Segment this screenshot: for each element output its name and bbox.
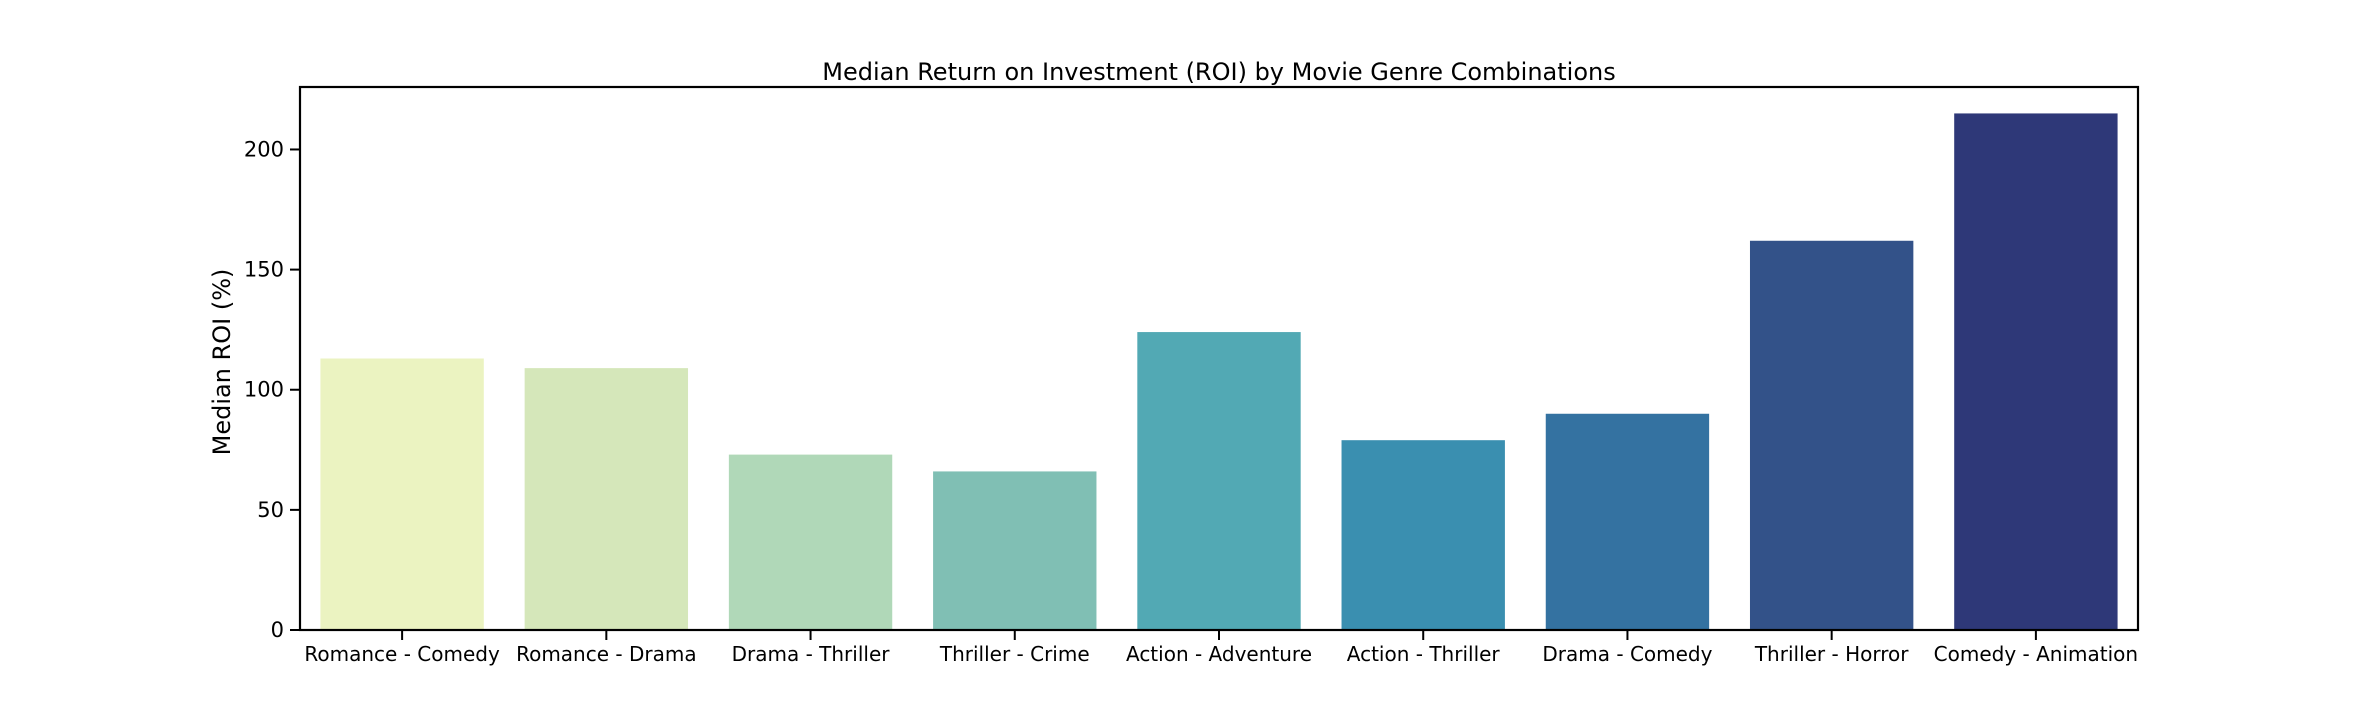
x-tick-label: Thriller - Horror <box>1754 642 1909 666</box>
x-tick-label: Action - Adventure <box>1126 642 1312 666</box>
y-tick-label: 200 <box>244 137 284 161</box>
x-tick-label: Drama - Comedy <box>1542 642 1712 666</box>
y-axis: 0 50 100 150 200 <box>244 137 300 642</box>
bar-6 <box>1545 413 1710 630</box>
x-tick-label: Action - Thriller <box>1347 642 1501 666</box>
bar-3 <box>933 471 1097 630</box>
bar-7 <box>1749 240 1914 631</box>
x-tick-label: Thriller - Crime <box>939 642 1090 666</box>
x-tick-label: Drama - Thriller <box>732 642 891 666</box>
bar-0 <box>320 358 484 630</box>
y-tick-label: 0 <box>271 618 284 642</box>
chart-title: Median Return on Investment (ROI) by Mov… <box>822 58 1615 86</box>
y-tick-label: 150 <box>244 258 284 282</box>
x-tick-label: Romance - Comedy <box>304 642 500 666</box>
bar-1 <box>524 368 689 630</box>
bars <box>320 113 2118 631</box>
bar-2 <box>728 454 893 630</box>
x-tick-label: Romance - Drama <box>516 642 697 666</box>
x-tick-label: Comedy - Animation <box>1934 642 2138 666</box>
bar-4 <box>1137 332 1301 630</box>
bar-5 <box>1341 440 1505 630</box>
y-tick-label: 50 <box>257 498 284 522</box>
y-axis-label: Median ROI (%) <box>208 269 236 456</box>
y-tick-label: 100 <box>244 378 284 402</box>
plot-frame <box>298 85 2140 632</box>
bar-8 <box>1954 113 2118 631</box>
x-axis: Romance - Comedy Romance - Drama Drama - T… <box>304 630 2138 666</box>
